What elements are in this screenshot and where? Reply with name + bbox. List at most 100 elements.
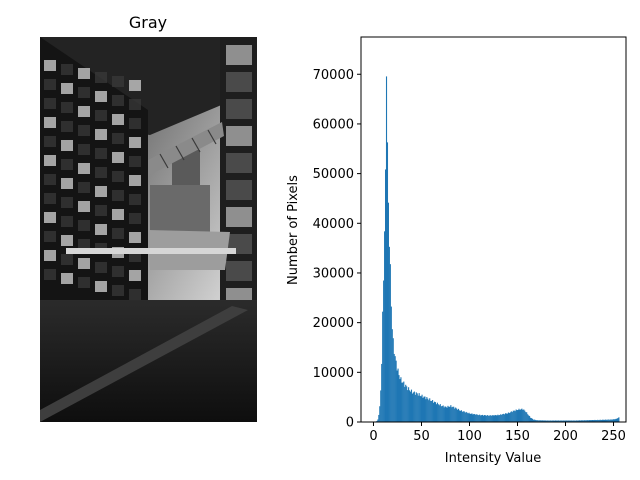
- histogram-bar: [397, 368, 399, 422]
- histogram-bar: [403, 381, 405, 422]
- histogram-bar: [376, 420, 378, 422]
- histogram-bar: [387, 202, 389, 422]
- histogram-bar: [610, 419, 612, 422]
- histogram-bar: [517, 409, 519, 422]
- histogram-bar: [446, 407, 448, 422]
- right-building-windows: [226, 45, 252, 308]
- histogram-bar: [440, 406, 442, 422]
- histogram-bar: [608, 419, 610, 422]
- histogram-bar: [407, 390, 409, 422]
- histogram-bar: [424, 396, 426, 422]
- histogram-bar: [388, 246, 390, 422]
- window: [44, 193, 56, 204]
- histogram-bar: [400, 377, 402, 422]
- histogram-bar: [495, 415, 497, 422]
- histogram-bar: [521, 408, 523, 422]
- histogram-bar: [468, 412, 470, 422]
- histogram-bar: [465, 411, 467, 422]
- window: [78, 220, 90, 231]
- window: [112, 114, 124, 125]
- histogram-bar: [594, 419, 596, 422]
- histogram-bar: [486, 415, 488, 422]
- histogram-bar: [377, 419, 379, 422]
- window: [61, 254, 73, 265]
- histogram-bar: [553, 420, 555, 422]
- histogram-bar: [428, 400, 430, 422]
- histogram-bar: [564, 420, 566, 422]
- histogram-bar: [522, 409, 524, 422]
- y-tick-label: 60000: [313, 117, 354, 132]
- histogram-bar: [391, 329, 393, 422]
- histogram-bar: [475, 414, 477, 422]
- window: [226, 207, 252, 227]
- histogram-chart: 0 50 100 150 200 250 0 10000 20000 30000 40000 500…: [286, 36, 627, 466]
- y-axis-label: Number of Pixels: [286, 175, 301, 285]
- window: [61, 121, 73, 132]
- histogram-bar: [519, 409, 521, 422]
- histogram-bar: [429, 398, 431, 422]
- histogram-bar: [568, 420, 570, 422]
- window: [95, 91, 107, 102]
- histogram-bar: [458, 410, 461, 422]
- histogram-bar: [556, 420, 558, 422]
- histogram-bar: [393, 353, 395, 422]
- histogram-bar: [546, 420, 548, 422]
- histogram-bar: [489, 415, 491, 422]
- histogram-bar: [601, 419, 603, 422]
- x-tick-label: 250: [601, 429, 626, 444]
- histogram-bar: [448, 406, 450, 422]
- window: [95, 262, 107, 273]
- histogram-bar: [497, 414, 499, 422]
- histogram-bar: [394, 356, 396, 422]
- histogram-bar: [553, 420, 556, 422]
- histogram-bar: [523, 409, 525, 422]
- window: [95, 72, 107, 83]
- histogram-bar: [408, 387, 410, 422]
- window: [226, 72, 252, 92]
- histogram-bar: [415, 392, 417, 422]
- histogram-bar: [542, 420, 544, 422]
- histogram-bar: [431, 400, 433, 422]
- histogram-bar: [381, 363, 383, 422]
- window: [44, 174, 56, 185]
- window: [78, 182, 90, 193]
- histogram-bar: [453, 406, 455, 422]
- window: [44, 60, 56, 71]
- histogram-bar: [472, 414, 474, 422]
- histogram-bar: [616, 418, 618, 422]
- x-tick-label: 50: [413, 429, 430, 444]
- histogram-bar: [600, 419, 602, 422]
- histogram-bar: [435, 404, 437, 422]
- histogram-bar: [442, 405, 444, 422]
- left-building-windows: [44, 60, 141, 300]
- window: [95, 129, 107, 140]
- histogram-bar: [469, 413, 471, 422]
- histogram-bar: [586, 420, 588, 422]
- y-tick-label: 10000: [313, 366, 354, 381]
- histogram-bar: [537, 420, 539, 422]
- histogram-bar: [557, 420, 559, 422]
- histogram-bar: [478, 415, 480, 422]
- histogram-bar: [566, 420, 568, 422]
- histogram-bar: [540, 420, 542, 422]
- histogram-bar: [505, 413, 507, 422]
- histogram-bar: [534, 419, 536, 422]
- histogram-bar: [484, 415, 486, 422]
- histogram-bar: [405, 384, 407, 422]
- histogram-bar: [527, 414, 529, 422]
- histogram-bar: [432, 400, 434, 422]
- histogram-bar: [589, 420, 591, 422]
- histogram-bar: [578, 420, 581, 422]
- histogram-bar: [579, 420, 582, 422]
- window: [78, 258, 90, 269]
- histogram-bar: [430, 400, 432, 422]
- window: [61, 83, 73, 94]
- histogram-bar: [510, 411, 512, 422]
- histogram-bar: [409, 391, 412, 422]
- window: [95, 205, 107, 216]
- histogram-bar: [479, 414, 481, 422]
- window: [78, 68, 90, 79]
- histogram-bar: [574, 420, 576, 422]
- histogram-bar: [559, 420, 561, 422]
- window: [129, 156, 141, 167]
